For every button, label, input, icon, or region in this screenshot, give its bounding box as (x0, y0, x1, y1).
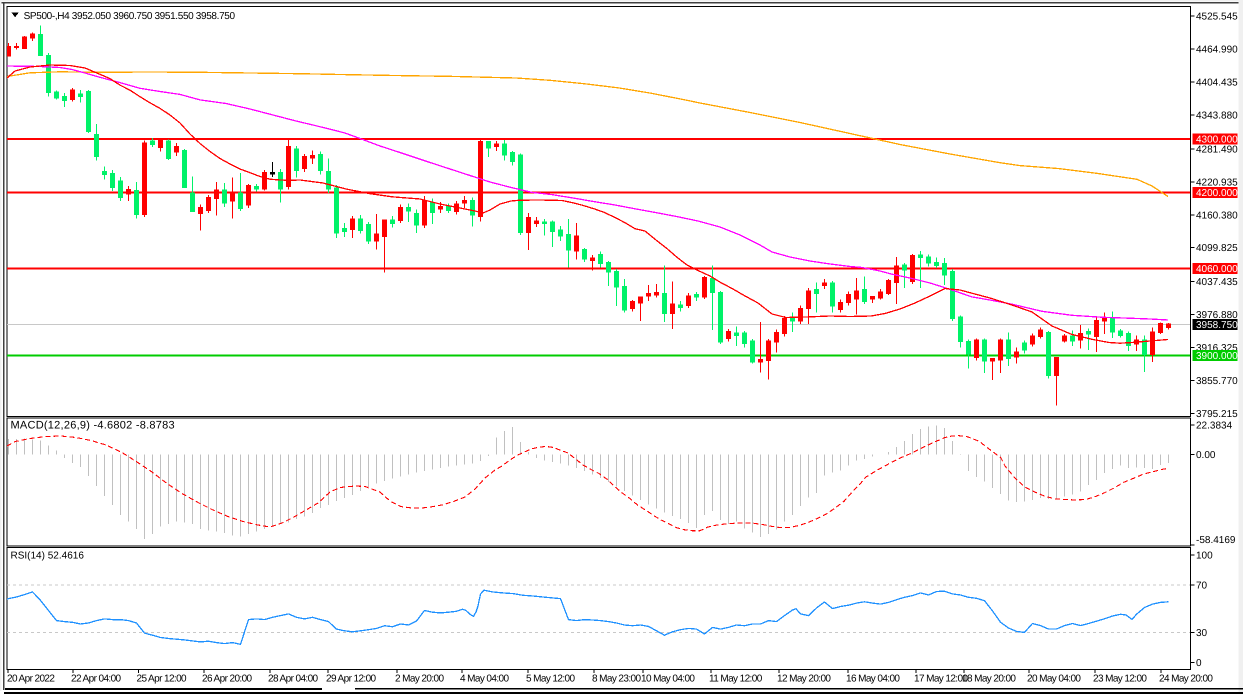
svg-text:5 May 12:00: 5 May 12:00 (526, 674, 575, 685)
svg-text:0.00: 0.00 (1196, 450, 1216, 461)
svg-text:28 Apr 04:00: 28 Apr 04:00 (268, 674, 319, 685)
svg-text:24 May 20:00: 24 May 20:00 (1159, 674, 1213, 685)
svg-text:4300.000: 4300.000 (1196, 134, 1238, 145)
svg-text:22.3834: 22.3834 (1196, 421, 1233, 432)
svg-text:0: 0 (1196, 658, 1202, 669)
svg-text:20 May 04:00: 20 May 04:00 (1027, 674, 1081, 685)
svg-text:30: 30 (1196, 628, 1208, 639)
svg-text:29 Apr 12:00: 29 Apr 12:00 (326, 674, 377, 685)
svg-text:11 May 12:00: 11 May 12:00 (709, 674, 763, 685)
svg-text:100: 100 (1196, 551, 1213, 562)
svg-text:4160.380: 4160.380 (1196, 210, 1238, 221)
svg-text:-58.4169: -58.4169 (1196, 535, 1236, 546)
svg-text:23 May 12:00: 23 May 12:00 (1093, 674, 1147, 685)
svg-text:70: 70 (1196, 581, 1208, 592)
svg-text:26 Apr 20:00: 26 Apr 20:00 (202, 674, 253, 685)
svg-text:SP500-,H4 3952.050 3960.750 3: SP500-,H4 3952.050 3960.750 3951.550 395… (24, 11, 236, 22)
svg-text:3900.000: 3900.000 (1196, 351, 1238, 362)
svg-text:3976.880: 3976.880 (1196, 310, 1238, 321)
svg-text:3855.770: 3855.770 (1196, 376, 1238, 387)
svg-text:12 May 20:00: 12 May 20:00 (777, 674, 831, 685)
svg-text:2 May 20:00: 2 May 20:00 (395, 674, 444, 685)
svg-text:4343.880: 4343.880 (1196, 111, 1238, 122)
svg-text:22 Apr 04:00: 22 Apr 04:00 (71, 674, 122, 685)
svg-text:4099.825: 4099.825 (1196, 243, 1238, 254)
svg-text:3795.215: 3795.215 (1196, 409, 1238, 420)
svg-text:4037.435: 4037.435 (1196, 277, 1238, 288)
svg-text:MACD(12,26,9) -4.6802 -8.8783: MACD(12,26,9) -4.6802 -8.8783 (11, 420, 175, 432)
svg-text:4281.490: 4281.490 (1196, 144, 1238, 155)
svg-text:3958.750: 3958.750 (1196, 320, 1238, 331)
svg-text:16 May 04:00: 16 May 04:00 (846, 674, 900, 685)
svg-text:17 May 12:00: 17 May 12:00 (914, 674, 968, 685)
svg-text:RSI(14) 52.4616: RSI(14) 52.4616 (11, 550, 85, 561)
svg-text:18 May 20:00: 18 May 20:00 (962, 674, 1016, 685)
svg-text:25 Apr 12:00: 25 Apr 12:00 (137, 674, 188, 685)
svg-text:4 May 04:00: 4 May 04:00 (460, 674, 509, 685)
svg-text:4404.435: 4404.435 (1196, 78, 1238, 89)
svg-text:8 May 23:00: 8 May 23:00 (592, 674, 641, 685)
svg-text:4525.545: 4525.545 (1196, 12, 1238, 23)
svg-text:4060.000: 4060.000 (1196, 264, 1238, 275)
svg-text:4220.935: 4220.935 (1196, 177, 1238, 188)
svg-text:4200.000: 4200.000 (1196, 188, 1238, 199)
svg-text:3916.325: 3916.325 (1196, 343, 1238, 354)
svg-text:20 Apr 2022: 20 Apr 2022 (7, 674, 55, 685)
svg-text:4464.990: 4464.990 (1196, 45, 1238, 56)
svg-text:10 May 04:00: 10 May 04:00 (641, 674, 695, 685)
